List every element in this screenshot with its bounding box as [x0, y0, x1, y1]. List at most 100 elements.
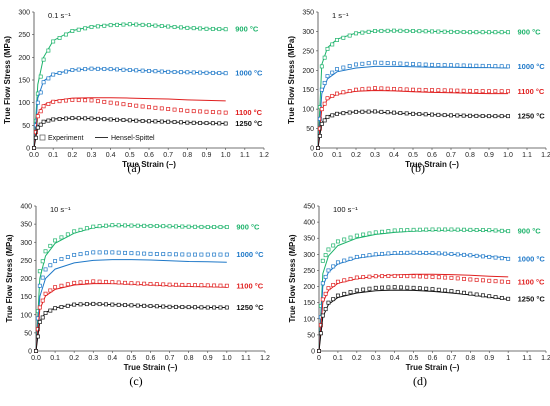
experiment-point	[449, 275, 454, 280]
experiment-point	[430, 62, 434, 67]
experiment-point	[323, 274, 328, 279]
experiment-point	[89, 98, 94, 103]
experiment-point	[399, 250, 403, 255]
experiment-point	[191, 70, 196, 75]
experiment-point	[323, 291, 328, 296]
experiment-point	[373, 230, 378, 235]
y-tick-label: 100	[302, 107, 314, 114]
experiment-point	[424, 250, 429, 255]
experiment-point	[449, 227, 454, 232]
experiment-point	[51, 39, 56, 44]
y-tick-label: 200	[18, 55, 30, 62]
experiment-point	[123, 223, 128, 228]
experiment-point	[385, 28, 390, 33]
x-tick-label: 0.0	[31, 355, 41, 362]
x-tick-label: 0.6	[146, 355, 156, 362]
series-1250C: 1250 °C	[34, 301, 264, 353]
experiment-point	[140, 68, 145, 73]
experiment-point	[148, 251, 153, 256]
experiment-point	[185, 25, 190, 30]
experiment-point	[97, 279, 102, 284]
model-line	[318, 273, 509, 352]
experiment-point	[462, 252, 466, 257]
experiment-point	[147, 68, 151, 73]
experiment-point	[361, 275, 366, 280]
experiment-point	[493, 279, 498, 284]
chart-panel-b: 0.0 0.1 0.2 0.3 0.4 0.5 0.6 0.7 0.8 0.9 1.0 1.1 1.2 0…	[287, 10, 550, 176]
y-tick-label: 150	[20, 294, 32, 301]
experiment-point	[135, 251, 140, 256]
x-tick-label: 0.7	[447, 355, 457, 362]
experiment-point	[218, 305, 223, 310]
x-tick-label: 1.2	[259, 152, 269, 159]
y-tick-label: 150	[303, 300, 315, 307]
y-tick-label: 150	[302, 87, 314, 94]
experiment-point	[385, 61, 390, 65]
experiment-point	[147, 119, 151, 124]
experiment-point	[319, 121, 324, 126]
experiment-point	[154, 224, 159, 229]
experiment-point	[102, 99, 107, 104]
experiment-point	[70, 68, 75, 72]
experiment-point	[223, 27, 228, 32]
experiment-point	[104, 250, 108, 255]
experiment-point	[205, 225, 210, 229]
experiment-point	[386, 274, 391, 278]
experiment-point	[373, 285, 378, 290]
experiment-point	[325, 74, 330, 79]
experiment-point	[373, 86, 377, 91]
experiment-point	[423, 62, 428, 67]
experiment-point	[319, 64, 324, 69]
experiment-point	[84, 279, 89, 284]
experiment-point	[411, 111, 415, 116]
model-line	[33, 23, 226, 149]
experiment-point	[436, 88, 441, 93]
experiment-point	[212, 283, 217, 288]
experiment-point	[110, 250, 115, 255]
experiment-point	[116, 280, 121, 285]
x-tick-label: 0.1	[332, 152, 342, 159]
x-tick-label: 0.9	[484, 355, 494, 362]
y-tick-label: 200	[302, 68, 314, 75]
experiment-point	[161, 224, 166, 229]
experiment-point	[449, 63, 453, 68]
strain-rate-label: 100 s⁻¹	[333, 205, 358, 214]
experiment-point	[317, 116, 322, 121]
experiment-point	[360, 61, 365, 66]
x-tick-label: 1.1	[522, 355, 532, 362]
experiment-point	[78, 280, 83, 285]
x-tick-label: 0.0	[313, 152, 323, 159]
series-1100C: 1100 °C	[32, 97, 263, 150]
experiment-point	[83, 26, 88, 31]
experiment-point	[347, 110, 352, 115]
experiment-point	[487, 30, 491, 35]
experiment-point	[499, 228, 504, 233]
experiment-point	[404, 87, 409, 92]
experiment-point	[63, 98, 68, 103]
experiment-point	[57, 99, 62, 104]
experiment-point	[43, 267, 48, 272]
experiment-point	[461, 63, 466, 68]
experiment-point	[449, 289, 454, 294]
experiment-point	[65, 255, 70, 259]
experiment-point	[108, 67, 113, 72]
experiment-point	[153, 105, 158, 110]
experiment-point	[148, 304, 153, 309]
experiment-point	[318, 331, 323, 336]
experiment-point	[204, 109, 209, 114]
experiment-point	[468, 63, 472, 68]
y-axis-label: True Flow Stress (MPa)	[5, 234, 14, 322]
y-tick-label: 350	[303, 236, 315, 243]
x-tick-label: 0.8	[465, 355, 475, 362]
experiment-point	[411, 62, 415, 67]
experiment-point	[43, 249, 48, 254]
experiment-point	[48, 308, 53, 313]
experiment-point	[506, 229, 511, 234]
experiment-point	[154, 252, 159, 256]
experiment-point	[178, 120, 183, 125]
experiment-point	[191, 26, 196, 31]
x-tick-label: 0.9	[202, 152, 212, 159]
x-tick-label: 0.2	[352, 355, 362, 362]
experiment-point	[217, 27, 222, 32]
experiment-point	[48, 288, 53, 293]
